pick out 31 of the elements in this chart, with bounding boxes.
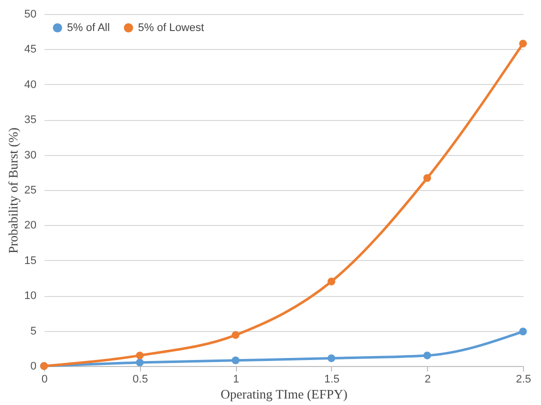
point: [519, 328, 527, 336]
legend-label: 5% of Lowest: [138, 22, 204, 34]
x-tick-label: 0.5: [132, 374, 148, 386]
y-tick-label: 40: [24, 78, 36, 91]
y-tick-label: 5: [30, 325, 36, 338]
x-axis-title: Operating TIme (EFPY): [220, 386, 348, 402]
x-tick-label: 0: [41, 374, 48, 386]
point: [232, 356, 240, 364]
y-axis-title: Probability of Burst (%): [5, 127, 20, 254]
y-tick-label: 35: [24, 114, 36, 126]
point: [232, 331, 240, 339]
x-tick-label: 1: [233, 374, 240, 386]
point: [136, 352, 144, 360]
point: [328, 278, 336, 286]
y-tick-label: 50: [24, 8, 36, 20]
y-tick-label: 0: [30, 360, 36, 372]
point: [423, 174, 432, 182]
point: [519, 40, 527, 48]
y-tick-label: 30: [24, 149, 36, 162]
x-tick-label: 1.5: [324, 374, 340, 386]
y-tick-label: 20: [24, 220, 36, 232]
legend-label: 5% of All: [67, 22, 110, 34]
y-tick-label: 45: [24, 44, 36, 56]
x-tick-label: 2: [424, 374, 431, 386]
point: [136, 358, 144, 366]
y-tick-label: 15: [24, 254, 36, 267]
point: [328, 354, 336, 362]
x-tick-label: 2.5: [516, 374, 532, 386]
point: [423, 352, 432, 360]
y-tick-label: 10: [24, 290, 36, 302]
y-tick-label: 25: [24, 184, 36, 196]
